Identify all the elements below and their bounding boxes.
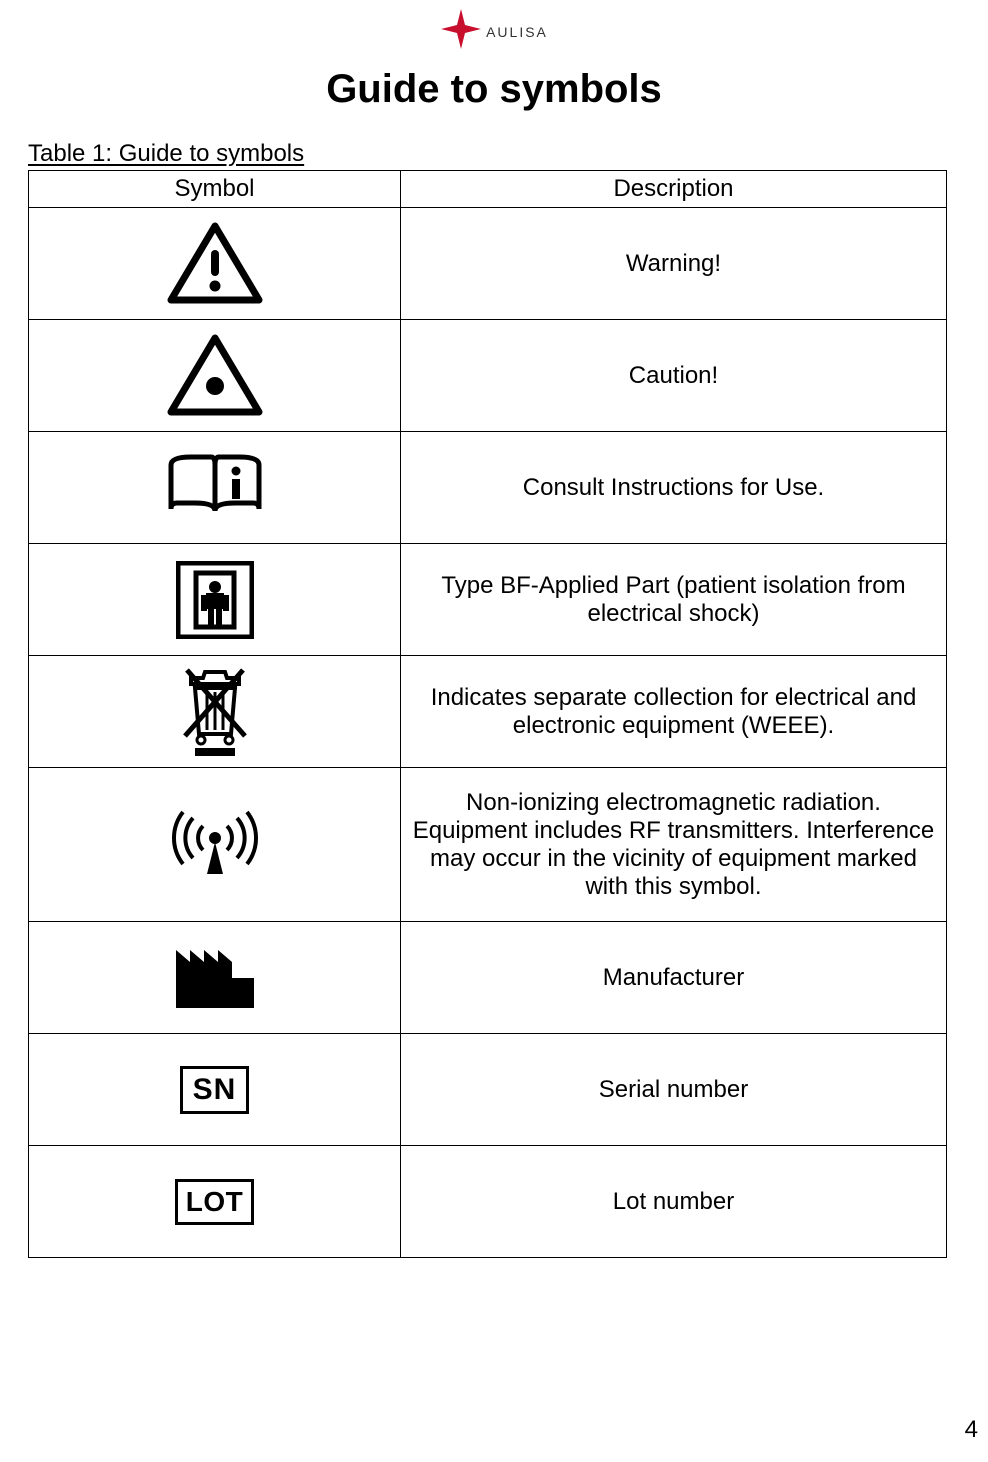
table-header-row: Symbol Description — [29, 171, 947, 208]
weee-icon — [39, 666, 390, 758]
warning-icon — [39, 222, 390, 306]
header-description: Description — [401, 171, 947, 208]
header-symbol: Symbol — [29, 171, 401, 208]
brand-logo: AULISA — [440, 8, 548, 55]
symbols-table: Symbol Description Warning! — [28, 170, 947, 1258]
lot-number-icon: LOT — [39, 1179, 390, 1225]
table-row: Warning! — [29, 208, 947, 320]
type-bf-icon — [39, 561, 390, 639]
cell-description: Type BF-Applied Part (patient isolation … — [401, 544, 947, 656]
page-number: 4 — [965, 1416, 978, 1444]
cell-description: Serial number — [401, 1034, 947, 1146]
logo-area: AULISA — [0, 0, 988, 55]
table-row: Manufacturer — [29, 922, 947, 1034]
cell-description: Consult Instructions for Use. — [401, 432, 947, 544]
brand-text: AULISA — [486, 24, 548, 40]
table-caption: Table 1: Guide to symbols — [28, 140, 988, 168]
table-row: Consult Instructions for Use. — [29, 432, 947, 544]
lot-label: LOT — [175, 1179, 255, 1225]
page-title: Guide to symbols — [0, 67, 988, 112]
table-row: SN Serial number — [29, 1034, 947, 1146]
table-row: Type BF-Applied Part (patient isolation … — [29, 544, 947, 656]
cell-description: Warning! — [401, 208, 947, 320]
rf-radiation-icon — [39, 808, 390, 882]
table-row: Non-ionizing electromagnetic radiation. … — [29, 768, 947, 922]
serial-number-icon: SN — [39, 1066, 390, 1114]
star-icon — [440, 8, 482, 55]
cell-description: Indicates separate collection for electr… — [401, 656, 947, 768]
table-row: Caution! — [29, 320, 947, 432]
table-row: LOT Lot number — [29, 1146, 947, 1258]
sn-label: SN — [180, 1066, 250, 1114]
manufacturer-icon — [39, 942, 390, 1014]
cell-description: Non-ionizing electromagnetic radiation. … — [401, 768, 947, 922]
cell-description: Lot number — [401, 1146, 947, 1258]
caution-icon — [39, 334, 390, 418]
consult-ifu-icon — [39, 451, 390, 525]
cell-description: Caution! — [401, 320, 947, 432]
table-row: Indicates separate collection for electr… — [29, 656, 947, 768]
cell-description: Manufacturer — [401, 922, 947, 1034]
